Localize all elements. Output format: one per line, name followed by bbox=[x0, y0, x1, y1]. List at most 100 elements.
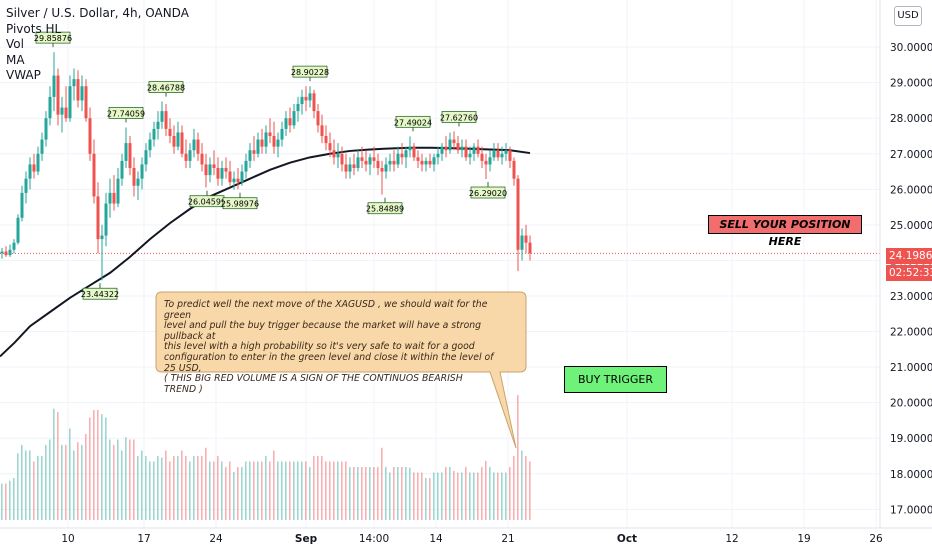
candle-body bbox=[388, 160, 392, 165]
candle-body bbox=[448, 139, 452, 151]
volume-bar bbox=[329, 461, 331, 520]
volume-bar bbox=[413, 472, 415, 520]
pivot-high-label: 29.85876 bbox=[34, 34, 72, 43]
candle-body bbox=[204, 164, 208, 176]
candle-body bbox=[456, 143, 460, 151]
volume-bar bbox=[273, 450, 275, 520]
y-tick-label: 23.00000 bbox=[890, 291, 932, 303]
pivot-low-label: 23.44322 bbox=[81, 290, 119, 299]
candle-body bbox=[392, 160, 396, 165]
volume-bar bbox=[225, 467, 227, 520]
candle-body bbox=[416, 157, 420, 161]
candle-body bbox=[396, 153, 400, 165]
pivot-low-label: 26.29020 bbox=[469, 189, 507, 198]
volume-layer bbox=[1, 395, 531, 520]
countdown-tag: 02:52:33 bbox=[886, 265, 932, 281]
candle-body bbox=[524, 235, 528, 243]
callout-line: ( THIS BIG RED VOLUME IS A SIGN OF THE C… bbox=[164, 373, 463, 395]
indicator-vwap[interactable]: VWAP bbox=[6, 68, 41, 82]
candle-body bbox=[16, 217, 20, 243]
candle-body bbox=[476, 146, 480, 154]
candle-body bbox=[84, 86, 88, 119]
candle-body bbox=[312, 93, 316, 112]
volume-bar bbox=[421, 472, 423, 520]
y-tick-label: 29.00000 bbox=[890, 78, 932, 90]
volume-bar bbox=[449, 467, 451, 520]
volume-bar bbox=[369, 467, 371, 520]
volume-bar bbox=[489, 467, 491, 520]
volume-bar bbox=[157, 456, 159, 520]
candle-body bbox=[296, 104, 300, 112]
grid-layer bbox=[0, 0, 880, 528]
candle-body bbox=[24, 178, 28, 193]
candle-body bbox=[324, 136, 328, 144]
candle-body bbox=[276, 139, 280, 147]
candle-body bbox=[384, 164, 388, 172]
sell-annotation[interactable]: SELL YOUR POSITION HERE bbox=[708, 215, 862, 248]
candle-body bbox=[224, 168, 228, 172]
volume-bar bbox=[49, 439, 51, 520]
candle-body bbox=[108, 192, 112, 204]
candle-body bbox=[372, 157, 376, 161]
candle-body bbox=[496, 150, 500, 158]
candle-body bbox=[196, 139, 200, 154]
y-tick-label: 28.00000 bbox=[890, 113, 932, 125]
y-tick-label: 27.00000 bbox=[890, 149, 932, 161]
volume-bar bbox=[153, 461, 155, 520]
volume-bar bbox=[105, 417, 107, 520]
indicator-volume[interactable]: Vol bbox=[6, 37, 24, 51]
callout-layer bbox=[155, 291, 527, 449]
volume-bar bbox=[397, 467, 399, 520]
pivot-low-label: 26.04599 bbox=[188, 198, 226, 207]
volume-bar bbox=[417, 472, 419, 520]
candle-body bbox=[516, 178, 520, 250]
volume-bar bbox=[229, 461, 231, 520]
candle-body bbox=[244, 160, 248, 172]
candle-body bbox=[520, 235, 524, 250]
currency-button[interactable]: USD bbox=[894, 6, 922, 26]
volume-bar bbox=[481, 467, 483, 520]
indicator-ma[interactable]: MA bbox=[6, 52, 25, 67]
volume-bar bbox=[13, 478, 15, 520]
volume-bar bbox=[493, 472, 495, 520]
candle-body bbox=[260, 139, 264, 147]
candle-body bbox=[492, 150, 496, 158]
volume-bar bbox=[293, 461, 295, 520]
volume-bar bbox=[173, 456, 175, 520]
volume-bar bbox=[73, 450, 75, 520]
candle-body bbox=[432, 157, 436, 165]
volume-bar bbox=[325, 461, 327, 520]
pivot-high-label: 28.46788 bbox=[147, 84, 185, 93]
volume-bar bbox=[85, 434, 87, 520]
volume-bar bbox=[469, 472, 471, 520]
volume-bar bbox=[185, 456, 187, 520]
volume-bar bbox=[125, 437, 127, 520]
volume-bar bbox=[529, 461, 531, 520]
volume-bar bbox=[245, 461, 247, 520]
candle-body bbox=[176, 132, 180, 147]
volume-bar bbox=[317, 456, 319, 520]
volume-bar bbox=[461, 472, 463, 520]
volume-bar bbox=[201, 456, 203, 520]
callout-text[interactable]: To predict well the next move of the XAG… bbox=[164, 299, 494, 395]
volume-bar bbox=[53, 408, 55, 520]
candle-body bbox=[452, 139, 456, 144]
symbol-title[interactable]: Silver / U.S. Dollar, 4h, OANDA bbox=[6, 6, 189, 20]
volume-bar bbox=[309, 467, 311, 520]
volume-bar bbox=[289, 461, 291, 520]
volume-bar bbox=[213, 461, 215, 520]
indicator-pivots[interactable]: Pivots HL bbox=[6, 21, 62, 36]
volume-bar bbox=[457, 472, 459, 520]
candle-body bbox=[332, 150, 336, 158]
pivot-low-label: 25.98976 bbox=[221, 200, 259, 209]
volume-bar bbox=[285, 461, 287, 520]
pivot-high-label: 27.62760 bbox=[440, 113, 478, 122]
buy-annotation[interactable]: BUY TRIGGER bbox=[564, 366, 667, 393]
candle-body bbox=[400, 153, 404, 158]
x-tick-label: 14:00 bbox=[359, 533, 389, 545]
candle-body bbox=[440, 146, 444, 154]
volume-bar bbox=[197, 456, 199, 520]
chart-legend: Silver / U.S. Dollar, 4h, OANDA Pivots H… bbox=[6, 6, 189, 84]
candle-body bbox=[472, 146, 476, 154]
